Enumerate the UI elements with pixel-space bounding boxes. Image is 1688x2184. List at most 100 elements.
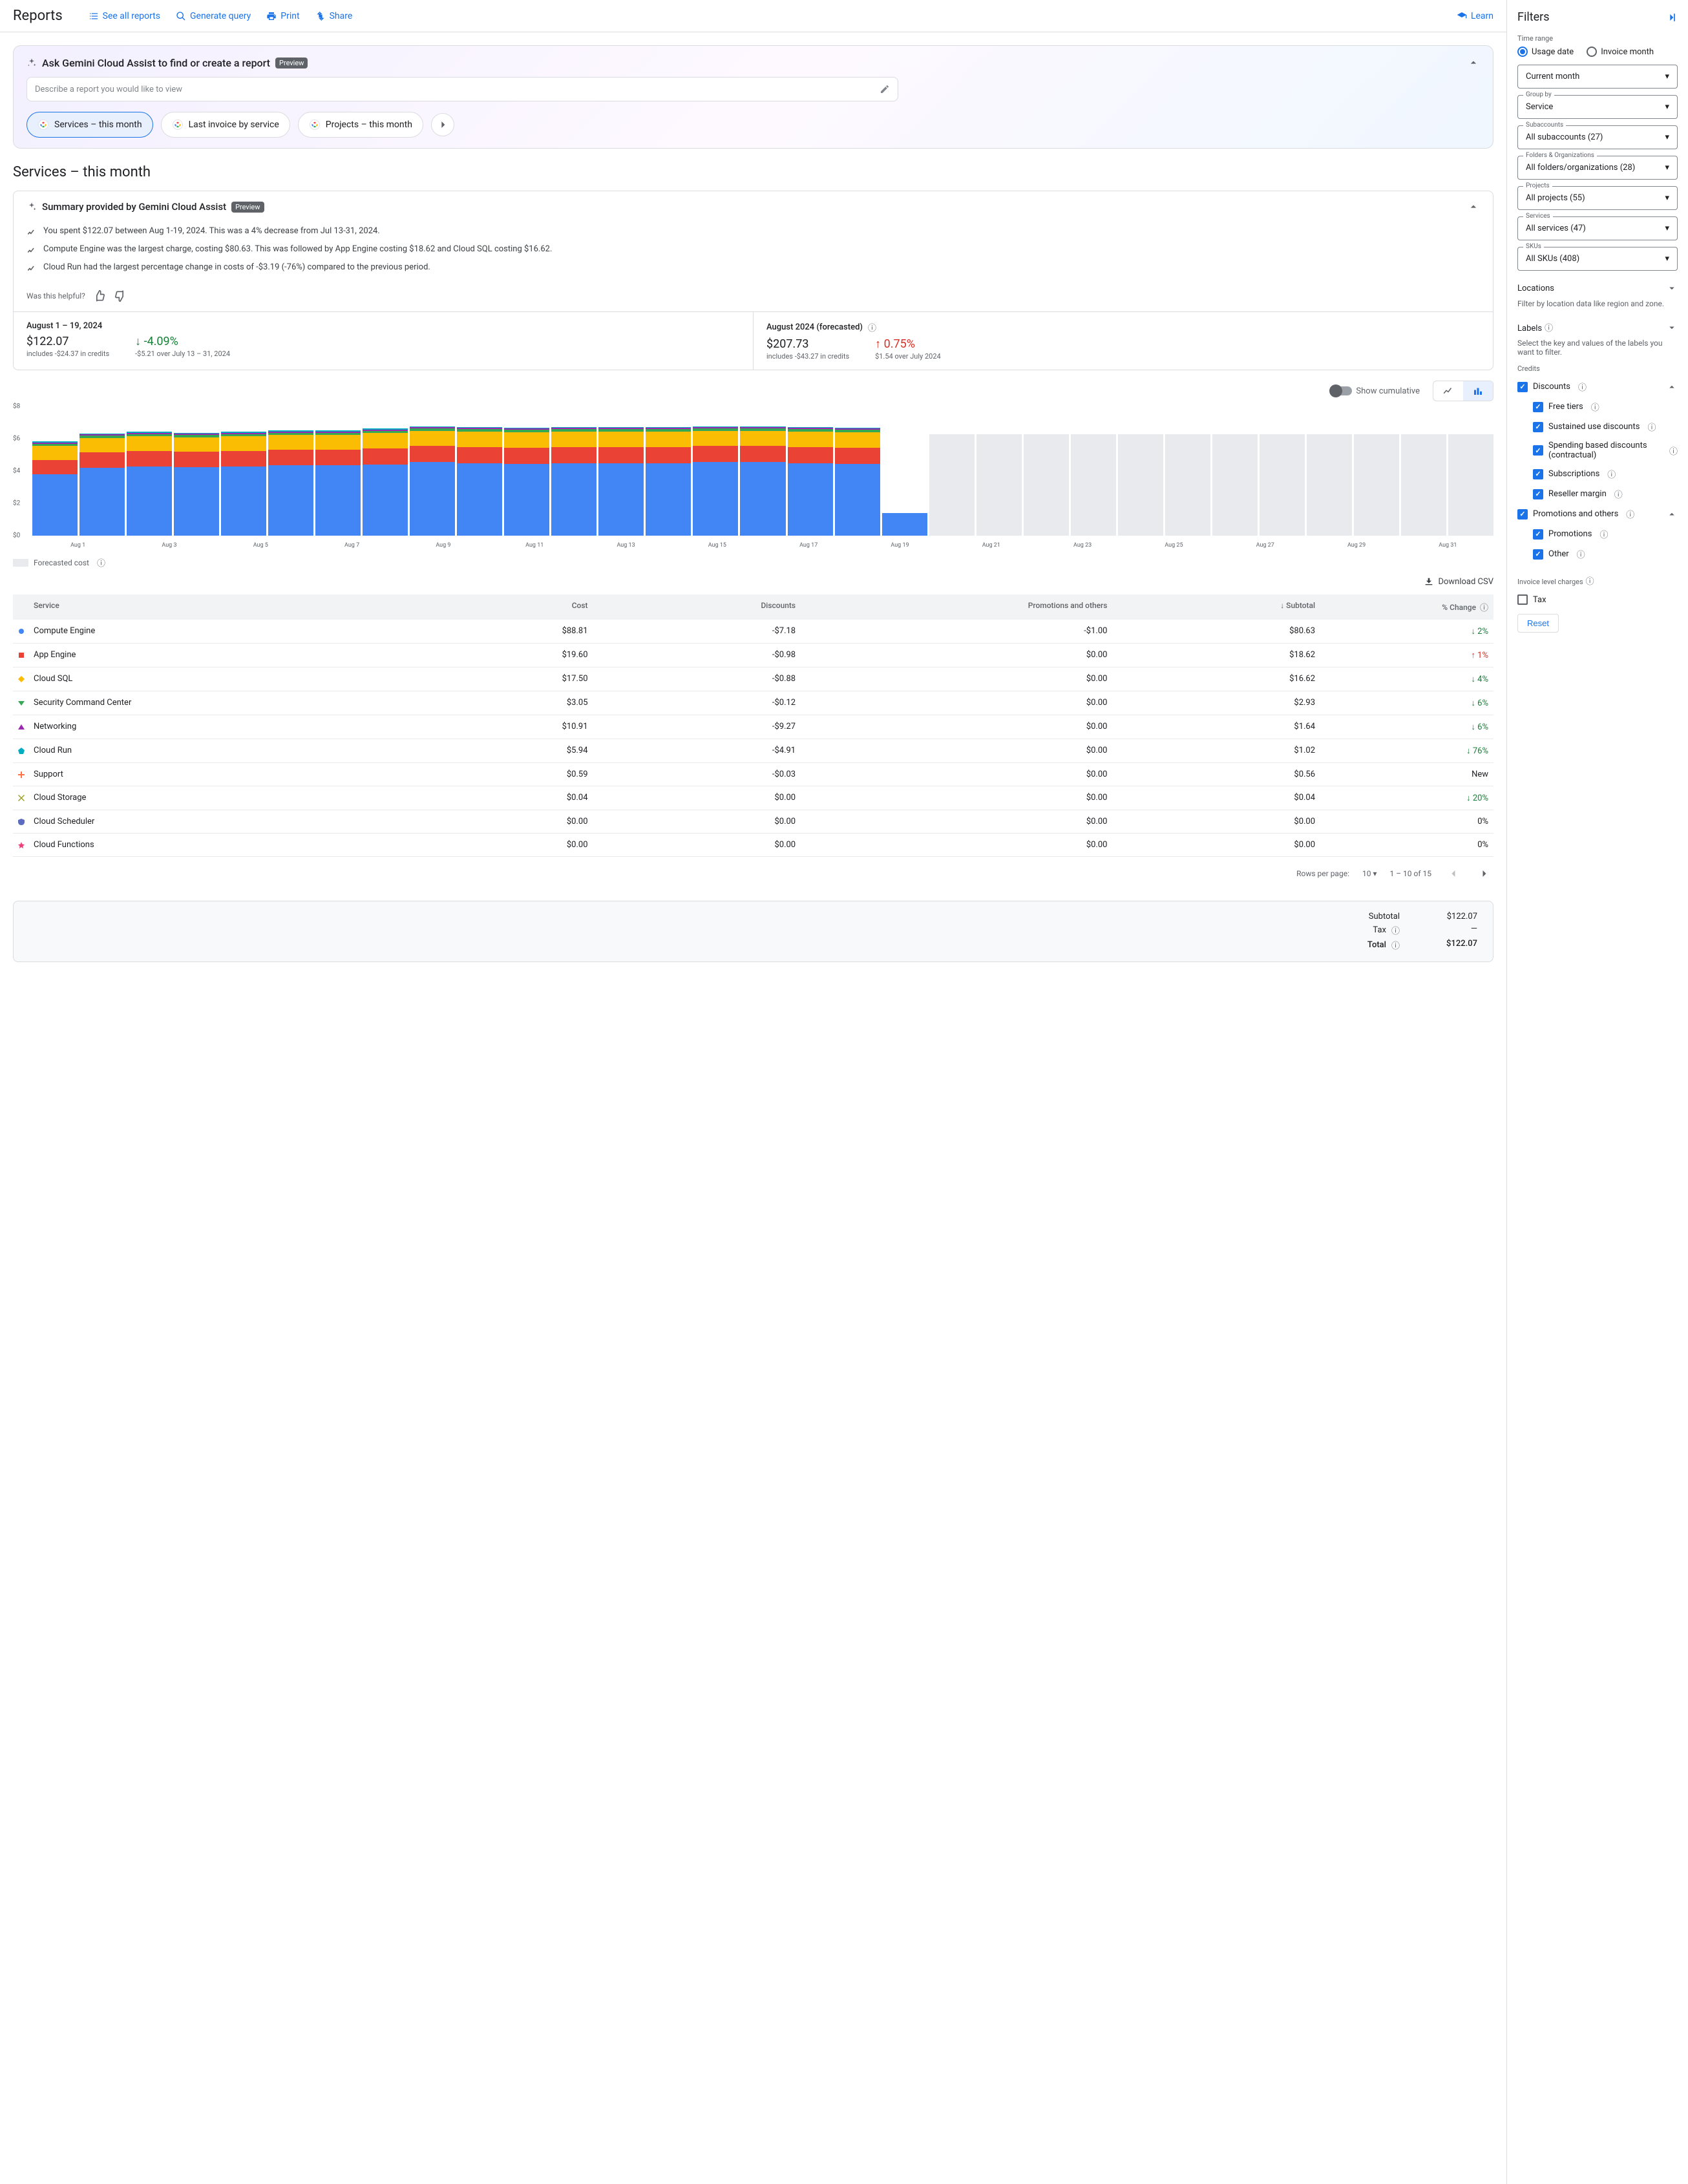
table-row[interactable]: Compute Engine$88.81-$7.18-$1.00$80.63↓ … (13, 620, 1493, 644)
subaccounts-select[interactable]: Subaccounts All subaccounts (27) ▾ (1517, 125, 1678, 149)
checkbox-other[interactable]: Other ⓘ (1517, 544, 1678, 564)
chart-bar[interactable] (174, 406, 219, 536)
show-cumulative-toggle[interactable]: Show cumulative (1331, 386, 1420, 396)
chip-projects-this-month[interactable]: Projects – this month (298, 112, 423, 138)
chart-bar[interactable] (646, 406, 691, 536)
share-link[interactable]: Share (315, 11, 353, 21)
checkbox-discounts[interactable]: Discounts ⓘ (1517, 377, 1678, 397)
chart-bar[interactable] (693, 406, 738, 536)
chart-bar[interactable] (882, 406, 927, 536)
services-select[interactable]: Services All services (47) ▾ (1517, 216, 1678, 240)
help-icon[interactable]: ⓘ (1480, 601, 1488, 613)
chart-bar[interactable] (268, 406, 313, 536)
sort-subtotal[interactable]: ↓ Subtotal (1107, 601, 1315, 613)
folders-select[interactable]: Folders & Organizations All folders/orga… (1517, 156, 1678, 180)
chart-bar[interactable] (835, 406, 880, 536)
generate-query-link[interactable]: Generate query (176, 11, 251, 21)
prev-page-button[interactable] (1444, 865, 1462, 883)
chart-bar-forecast[interactable] (1024, 406, 1069, 536)
thumbs-up-button[interactable] (93, 289, 106, 302)
table-row[interactable]: Cloud Functions$0.00$0.00$0.00$0.000% (13, 834, 1493, 857)
checkbox-sustained[interactable]: Sustained use discounts ⓘ (1517, 417, 1678, 437)
rows-per-page-select[interactable]: 10 ▾ (1362, 869, 1377, 878)
help-icon[interactable]: ⓘ (1391, 924, 1400, 936)
chart-bar-forecast[interactable] (1307, 406, 1352, 536)
chip-services-this-month[interactable]: Services – this month (26, 112, 153, 138)
labels-section[interactable]: Labelsⓘ (1517, 316, 1678, 339)
help-icon[interactable]: ⓘ (1591, 401, 1599, 413)
checkbox-subscriptions[interactable]: Subscriptions ⓘ (1517, 464, 1678, 484)
table-row[interactable]: App Engine$19.60-$0.98$0.00$18.62↑ 1% (13, 644, 1493, 667)
help-icon[interactable]: ⓘ (1586, 577, 1594, 587)
help-icon[interactable]: ⓘ (1545, 324, 1553, 333)
chart-bar-forecast[interactable] (1165, 406, 1210, 536)
next-page-button[interactable] (1475, 865, 1493, 883)
thumbs-down-button[interactable] (114, 289, 127, 302)
chips-next-button[interactable] (431, 113, 454, 136)
gemini-prompt-input[interactable]: Describe a report you would like to view (26, 77, 898, 101)
radio-usage-date[interactable]: Usage date (1517, 47, 1574, 57)
chip-last-invoice[interactable]: Last invoice by service (161, 112, 290, 138)
chart-bar[interactable] (32, 406, 78, 536)
help-icon[interactable]: ⓘ (1614, 488, 1623, 500)
chart-bar[interactable] (363, 406, 408, 536)
chart-bar[interactable] (410, 406, 455, 536)
print-link[interactable]: Print (266, 11, 299, 21)
chart-bar[interactable] (504, 406, 549, 536)
reset-button[interactable]: Reset (1517, 614, 1559, 633)
checkbox-spending[interactable]: Spending based discounts (contractual) ⓘ (1517, 437, 1678, 464)
chart-bar[interactable] (740, 406, 785, 536)
help-icon[interactable]: ⓘ (1669, 445, 1678, 457)
collapse-filters-button[interactable] (1665, 11, 1678, 24)
see-all-reports-link[interactable]: See all reports (89, 11, 160, 21)
chart-bar-forecast[interactable] (1118, 406, 1163, 536)
checkbox-tax[interactable]: Tax (1517, 591, 1678, 609)
learn-link[interactable]: Learn (1457, 11, 1493, 21)
chart-bar[interactable] (221, 406, 266, 536)
radio-invoice-month[interactable]: Invoice month (1587, 47, 1654, 57)
chart-bar-forecast[interactable] (1448, 406, 1493, 536)
help-icon[interactable]: ⓘ (1626, 508, 1634, 520)
help-icon[interactable]: ⓘ (1599, 528, 1608, 540)
chart-type-bar-button[interactable] (1463, 381, 1493, 401)
help-icon[interactable]: ⓘ (868, 321, 876, 333)
chart-bar[interactable] (598, 406, 644, 536)
help-icon[interactable]: ⓘ (1391, 939, 1400, 951)
projects-select[interactable]: Projects All projects (55) ▾ (1517, 186, 1678, 210)
chart-bar-forecast[interactable] (1401, 406, 1446, 536)
help-icon[interactable]: ⓘ (1607, 468, 1616, 480)
chart-bar[interactable] (457, 406, 502, 536)
help-icon[interactable]: ⓘ (1577, 548, 1585, 560)
table-row[interactable]: Cloud Scheduler$0.00$0.00$0.00$0.000% (13, 810, 1493, 834)
checkbox-promotions[interactable]: Promotions ⓘ (1517, 524, 1678, 544)
chart-bar[interactable] (788, 406, 833, 536)
locations-section[interactable]: Locations (1517, 277, 1678, 299)
group-by-select[interactable]: Group by Service ▾ (1517, 95, 1678, 119)
chart-bar-forecast[interactable] (929, 406, 975, 536)
collapse-summary-button[interactable] (1467, 200, 1480, 213)
download-csv-button[interactable]: Download CSV (1424, 576, 1493, 587)
collapse-gemini-button[interactable] (1467, 56, 1480, 69)
checkbox-reseller[interactable]: Reseller margin ⓘ (1517, 484, 1678, 504)
skus-select[interactable]: SKUs All SKUs (408) ▾ (1517, 247, 1678, 271)
chart-bar-forecast[interactable] (1071, 406, 1116, 536)
table-row[interactable]: Security Command Center$3.05-$0.12$0.00$… (13, 691, 1493, 715)
chart-bar-forecast[interactable] (1260, 406, 1305, 536)
help-icon[interactable]: ⓘ (1578, 381, 1587, 393)
chart-bar[interactable] (127, 406, 172, 536)
table-row[interactable]: Cloud Storage$0.04$0.00$0.00$0.04↓ 20% (13, 786, 1493, 810)
chart-bar-forecast[interactable] (1354, 406, 1399, 536)
chart-bar[interactable] (551, 406, 596, 536)
table-row[interactable]: Cloud Run$5.94-$4.91$0.00$1.02↓ 76% (13, 739, 1493, 763)
chart-bar-forecast[interactable] (976, 406, 1022, 536)
chart-bar[interactable] (315, 406, 361, 536)
help-icon[interactable]: ⓘ (97, 556, 105, 569)
chart-bar-forecast[interactable] (1212, 406, 1258, 536)
table-row[interactable]: Support$0.59-$0.03$0.00$0.56New (13, 763, 1493, 786)
time-range-select[interactable]: Current month ▾ (1517, 65, 1678, 89)
table-row[interactable]: Cloud SQL$17.50-$0.88$0.00$16.62↓ 4% (13, 667, 1493, 691)
chart-bar[interactable] (79, 406, 125, 536)
table-row[interactable]: Networking$10.91-$9.27$0.00$1.64↓ 6% (13, 715, 1493, 739)
help-icon[interactable]: ⓘ (1647, 421, 1656, 433)
checkbox-promotions-others[interactable]: Promotions and others ⓘ (1517, 504, 1678, 524)
